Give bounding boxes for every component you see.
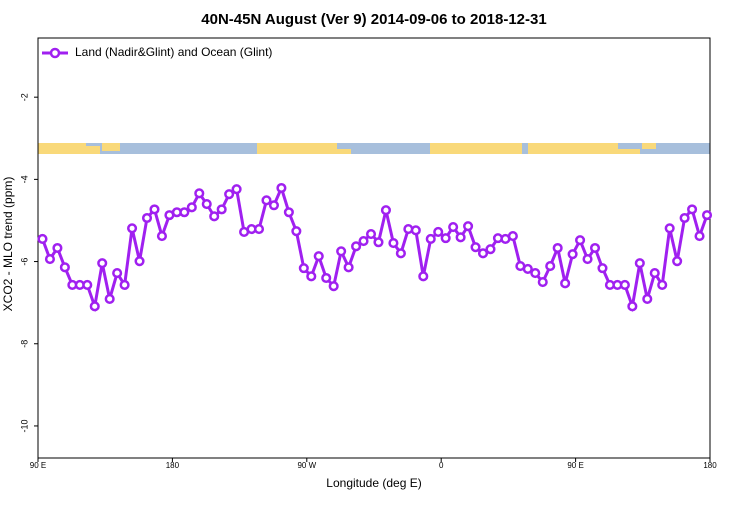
data-point: [268, 200, 279, 211]
data-point: [82, 279, 93, 291]
data-point: [365, 228, 377, 240]
data-point: [298, 263, 309, 274]
data-point: [657, 279, 668, 291]
y-tick-label: -4: [19, 175, 29, 183]
data-point: [589, 242, 601, 254]
y-tick-label: -2: [19, 93, 29, 101]
x-tick-label: 90 W: [297, 461, 316, 470]
data-point: [701, 210, 713, 221]
data-point: [156, 231, 167, 242]
y-tick-label: -8: [19, 340, 29, 348]
data-point: [231, 184, 242, 195]
data-point: [253, 224, 265, 235]
data-point: [619, 279, 630, 291]
data-point: [343, 262, 354, 273]
data-point: [358, 235, 369, 247]
y-tick-label: -10: [19, 419, 29, 432]
x-tick-label: 180: [166, 461, 180, 470]
data-point: [328, 281, 339, 292]
data-point: [134, 256, 145, 267]
data-point: [306, 271, 317, 282]
data-point: [216, 204, 227, 215]
data-point: [560, 278, 571, 289]
data-point: [507, 231, 518, 242]
data-point: [119, 279, 130, 291]
data-point: [463, 221, 474, 232]
data-point: [425, 233, 436, 245]
data-point: [597, 263, 608, 274]
data-point: [679, 212, 690, 224]
data-point: [388, 238, 399, 249]
data-point: [433, 226, 444, 238]
data-point: [59, 262, 70, 273]
data-point: [52, 242, 63, 254]
data-point: [672, 256, 683, 267]
data-point: [336, 246, 347, 257]
data-point: [201, 198, 212, 210]
data-point: [127, 223, 138, 234]
data-point: [179, 207, 190, 218]
data-point: [455, 232, 466, 243]
data-point: [149, 204, 160, 215]
data-point: [37, 233, 48, 245]
data-point: [545, 261, 556, 272]
data-point: [283, 207, 294, 218]
data-point: [194, 188, 205, 199]
data-point: [97, 258, 108, 269]
x-tick-label: 90 E: [30, 461, 46, 470]
data-point: [575, 235, 586, 246]
data-point: [104, 293, 115, 305]
plot-frame: [37, 37, 711, 459]
data-point: [410, 225, 421, 236]
data-point: [642, 293, 653, 305]
data-point: [351, 241, 362, 252]
x-tick-label: 90 E: [567, 461, 583, 470]
x-axis-label: Longitude (deg E): [326, 476, 421, 490]
data-point: [470, 242, 481, 253]
data-point: [261, 195, 272, 206]
data-point: [567, 249, 578, 260]
data-point: [209, 211, 220, 222]
data-point: [634, 258, 645, 269]
data-point: [141, 212, 153, 224]
data-point: [186, 202, 197, 213]
data-point: [224, 189, 235, 200]
data-point: [664, 223, 675, 234]
data-point: [530, 268, 541, 279]
y-axis-label: XCO2 - MLO trend (ppm): [1, 177, 15, 312]
legend-marker: [49, 47, 61, 59]
data-point: [321, 272, 332, 284]
data-point: [89, 301, 100, 312]
chart-title: 40N-45N August (Ver 9) 2014-09-06 to 201…: [201, 11, 546, 28]
data-point: [291, 226, 302, 237]
data-point: [522, 263, 533, 275]
data-point: [276, 182, 287, 194]
land-ocean-strip: [38, 143, 710, 154]
data-point: [440, 233, 451, 244]
data-point: [395, 248, 406, 259]
data-point: [687, 204, 698, 215]
data-point: [582, 254, 593, 265]
data-point: [537, 277, 548, 288]
data-point: [418, 271, 429, 282]
data-point: [485, 244, 496, 255]
data-point: [373, 237, 384, 248]
data-point: [694, 231, 705, 242]
y-tick-label: -6: [19, 258, 29, 266]
data-point: [477, 248, 489, 259]
data-point: [380, 205, 391, 216]
x-tick-label: 180: [703, 461, 717, 470]
data-point: [552, 242, 563, 254]
legend-label: Land (Nadir&Glint) and Ocean (Glint): [75, 45, 272, 59]
data-point: [649, 268, 660, 279]
x-tick-label: 0: [439, 461, 444, 470]
data-point: [448, 221, 459, 233]
data-point: [313, 251, 324, 262]
data-point: [44, 254, 55, 265]
data-point: [627, 301, 638, 312]
data-point: [112, 268, 123, 279]
